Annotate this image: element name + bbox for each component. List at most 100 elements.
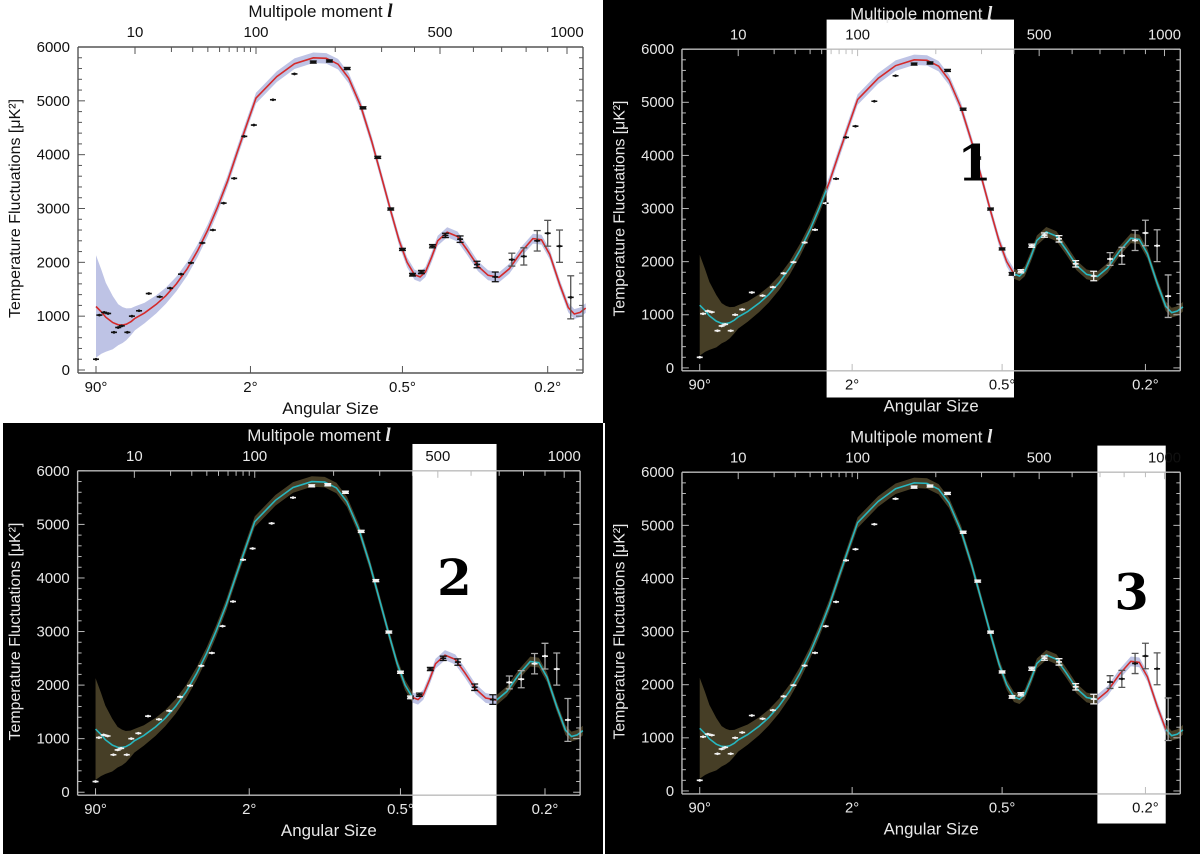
x-tick-label-bottom: 0.2°: [532, 801, 559, 818]
point-dot: [389, 207, 393, 211]
point-dot: [750, 714, 754, 717]
dark-region-layer: [92, 476, 584, 783]
data-point: [491, 271, 499, 283]
point-dot: [1030, 667, 1034, 671]
data-point: [268, 521, 275, 525]
data-point: [790, 260, 797, 264]
x-tick-label-top: 1000: [1148, 27, 1181, 43]
point-dot: [411, 273, 414, 277]
y-tick-label: 6000: [641, 465, 674, 481]
point-dot: [1155, 667, 1159, 671]
point-dot: [291, 496, 295, 500]
point-dot: [270, 521, 274, 525]
chart-svg: 0 1000 2000 3000 4000 5000 6000 Temperature Flu…: [612, 427, 1184, 838]
point-dot: [826, 202, 828, 205]
data-point: [780, 271, 787, 275]
data-point: [374, 155, 382, 160]
data-point: [727, 752, 734, 756]
point-dot: [376, 155, 380, 159]
point-dot: [716, 329, 719, 333]
point-dot: [507, 681, 511, 684]
data-point: [398, 247, 406, 252]
data-point: [998, 247, 1006, 251]
point-dot: [1000, 247, 1004, 251]
point-dot: [1166, 294, 1170, 298]
point-dot: [813, 228, 817, 232]
x-axis-label: Angular Size: [281, 821, 377, 840]
data-point: [343, 66, 351, 71]
point-dot: [1010, 695, 1014, 699]
point-dot: [475, 263, 479, 266]
point-dot: [771, 708, 775, 712]
x-tick-label-top: 100: [243, 24, 268, 41]
data-point: [708, 310, 715, 314]
point-dot: [137, 309, 141, 313]
data-point: [115, 326, 122, 329]
point-dot: [824, 201, 828, 205]
data-point: [1072, 683, 1080, 691]
data-point: [93, 357, 99, 361]
point-dot: [854, 547, 857, 551]
point-dot: [729, 329, 733, 333]
y-tick-label: 3000: [641, 201, 674, 217]
point-dot: [409, 696, 412, 699]
x-tick-label-top: 10: [127, 24, 144, 41]
point-dot: [106, 312, 110, 315]
point-dot: [555, 667, 559, 671]
data-point: [357, 529, 365, 534]
y-tick-label: 6000: [37, 39, 70, 56]
point-dot: [94, 357, 98, 361]
point-dot: [167, 709, 171, 713]
data-point: [1118, 246, 1126, 265]
point-dot: [102, 733, 106, 737]
point-dot: [706, 732, 710, 736]
y-tick-label: 2000: [641, 678, 674, 694]
y-axis-label: Temperature Fluctuations [μK²]: [612, 524, 629, 740]
point-dot: [232, 176, 236, 180]
point-dot: [1074, 262, 1078, 266]
data-point: [722, 746, 729, 749]
data-point: [187, 684, 194, 688]
point-dot: [344, 490, 347, 494]
point-dot: [1092, 274, 1096, 278]
cosmic-variance-band: [96, 52, 586, 358]
point-dot: [716, 752, 719, 756]
data-point: [544, 219, 552, 247]
x-tick-label-bottom: 0.5°: [387, 801, 414, 818]
chart-panel-plain: 0 1000 2000 3000 4000 5000 6000 Temperature Flu…: [0, 0, 603, 423]
point-dot: [417, 693, 421, 697]
top-axis-label: Multipole moment l: [850, 4, 993, 25]
point-dot: [535, 239, 539, 243]
data-point: [718, 747, 725, 751]
point-dot: [102, 310, 106, 314]
chart-svg: 0 1000 2000 3000 4000 5000 6000 Temperature Flu…: [612, 4, 1184, 415]
data-point: [714, 752, 721, 756]
top-axis-symbol: l: [387, 1, 393, 22]
top-axis-label: Multipole moment l: [248, 1, 393, 22]
data-point: [748, 291, 755, 294]
data-point: [145, 292, 152, 295]
data-point: [959, 107, 967, 111]
point-dot: [894, 74, 897, 78]
data-point: [780, 695, 787, 698]
data-point: [833, 177, 840, 181]
point-dot: [834, 600, 838, 604]
point-dot: [946, 492, 949, 495]
point-dot: [803, 664, 807, 667]
y-tick-label: 5000: [641, 95, 674, 111]
point-dot: [844, 135, 848, 139]
point-dot: [361, 106, 365, 110]
point-dot: [543, 654, 547, 658]
data-point: [567, 275, 575, 320]
x-tick-label-bottom: 2°: [242, 801, 256, 818]
point-dot: [912, 62, 916, 66]
point-dot: [401, 248, 404, 251]
data-point: [1055, 234, 1063, 243]
data-point: [1072, 259, 1080, 268]
top-axis-label: Multipole moment l: [247, 425, 391, 446]
chart-svg: 0 1000 2000 3000 4000 5000 6000 Temperature Flu…: [7, 1, 587, 418]
point-dot: [928, 61, 932, 65]
x-axis-label: Angular Size: [884, 396, 979, 415]
x-tick-label-top: 1000: [548, 448, 581, 465]
x-tick-label-bottom: 0.2°: [534, 379, 561, 396]
